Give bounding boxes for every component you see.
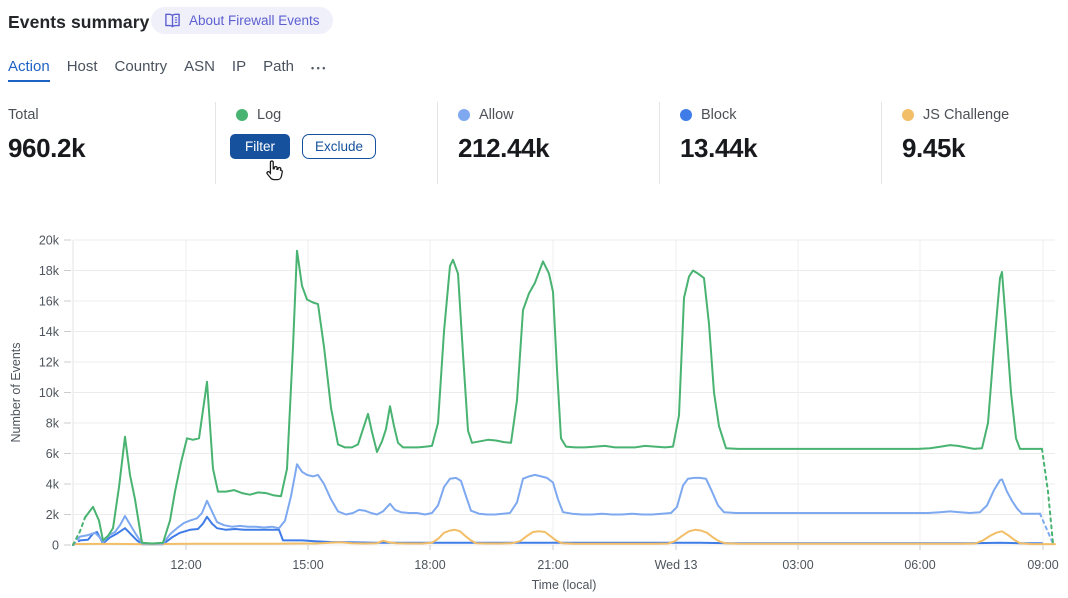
more-tabs-icon[interactable]: ••• [310,63,328,73]
about-firewall-events-badge[interactable]: About Firewall Events [151,7,333,34]
svg-text:Number of Events: Number of Events [9,342,23,442]
about-badge-label: About Firewall Events [189,13,320,28]
svg-text:21:00: 21:00 [537,558,568,572]
svg-text:10k: 10k [39,386,60,400]
svg-text:18k: 18k [39,264,60,278]
stat-value-js-challenge: 9.45k [902,133,966,163]
tab-host[interactable]: Host [66,58,98,75]
stat-card-js-challenge[interactable]: JS Challenge 9.45k [902,106,1009,164]
tab-ip[interactable]: IP [231,58,247,75]
page-title: Events summary [8,12,150,32]
allow-legend-dot [458,109,470,121]
js-challenge-legend-dot [902,109,914,121]
svg-text:06:00: 06:00 [904,558,935,572]
tab-action[interactable]: Action [8,58,50,82]
stat-value-block: 13.44k [680,133,758,163]
svg-text:2k: 2k [46,508,60,522]
stat-value-allow: 212.44k [458,133,550,163]
svg-text:20k: 20k [39,234,60,248]
block-legend-dot [680,109,692,121]
svg-text:Wed 13: Wed 13 [655,558,698,572]
svg-text:4k: 4k [46,478,60,492]
svg-text:09:00: 09:00 [1027,558,1058,572]
book-icon [164,12,181,29]
exclude-button[interactable]: Exclude [302,134,377,159]
stat-card-total: Total 960.2k [8,106,86,164]
stats-divider [215,102,216,184]
stat-label-log: Log [257,107,282,123]
stats-divider [437,102,438,184]
svg-text:14k: 14k [39,325,60,339]
tabs: Action Host Country ASN IP Path ••• [8,58,328,82]
stat-card-log[interactable]: Log Filter Exclude [230,106,377,159]
filter-button[interactable]: Filter [230,134,290,159]
stat-card-allow[interactable]: Allow 212.44k [458,106,550,164]
stat-label-allow: Allow [479,107,514,123]
svg-text:12k: 12k [39,356,60,370]
svg-text:18:00: 18:00 [414,558,445,572]
svg-text:12:00: 12:00 [170,558,201,572]
tab-country[interactable]: Country [114,58,168,75]
svg-text:0: 0 [52,539,59,553]
stat-value-total: 960.2k [8,133,86,163]
stats-divider [659,102,660,184]
log-legend-dot [236,109,248,121]
svg-text:8k: 8k [46,417,60,431]
stat-label-total: Total [8,107,39,123]
tab-path[interactable]: Path [263,58,294,75]
svg-text:15:00: 15:00 [292,558,323,572]
stat-card-block[interactable]: Block 13.44k [680,106,758,164]
svg-text:03:00: 03:00 [782,558,813,572]
svg-text:16k: 16k [39,295,60,309]
svg-text:6k: 6k [46,447,60,461]
stat-label-block: Block [701,107,737,123]
tab-asn[interactable]: ASN [184,58,215,75]
svg-text:Time (local): Time (local) [532,578,597,592]
stats-divider [881,102,882,184]
stat-label-js-challenge: JS Challenge [923,107,1010,123]
